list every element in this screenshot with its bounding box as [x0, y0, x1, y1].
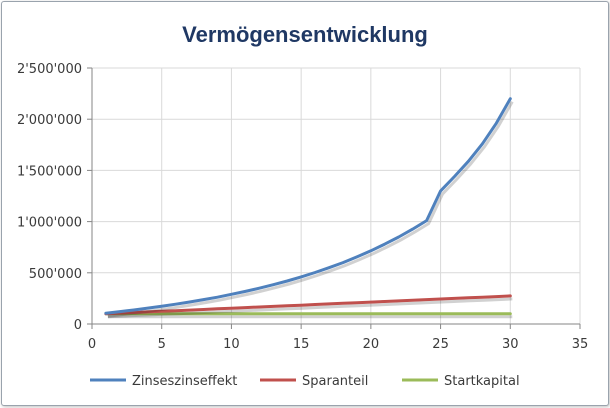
x-tick-label: 15 [293, 337, 310, 352]
chart-title: Vermögensentwicklung [182, 22, 428, 47]
series-shadow [107, 297, 513, 319]
y-tick-label: 1'000'000 [17, 216, 82, 231]
series-line-sparanteil [104, 294, 512, 316]
y-tick-label: 1'500'000 [17, 164, 82, 179]
grid [92, 67, 581, 324]
axes: 0 5 10 15 20 25 30 35 0 500'000 1'000'000 1'500'000… [17, 62, 588, 352]
series-group [104, 97, 514, 319]
x-tick-label: 5 [158, 337, 166, 352]
x-tick-label: 30 [502, 337, 519, 352]
legend-label: Zinseszinseffekt [132, 374, 237, 389]
x-tick-label: 0 [88, 337, 96, 352]
y-tick-label: 500'000 [29, 267, 82, 282]
y-tick-label: 0 [74, 318, 82, 333]
x-tick-label: 20 [363, 337, 380, 352]
series-line-zinseszinseffekt [104, 97, 512, 315]
series-shadow [107, 100, 514, 318]
legend-label: Startkapital [444, 374, 520, 389]
y-tick-label: 2'000'000 [17, 113, 82, 128]
x-tick-label: 10 [223, 337, 240, 352]
x-tick-label: 35 [572, 337, 589, 352]
legend: Zinseszinseffekt Sparanteil Startkapital [90, 374, 520, 389]
x-tick-label: 25 [432, 337, 449, 352]
y-tick-label: 2'500'000 [17, 62, 82, 77]
legend-label: Sparanteil [302, 374, 368, 389]
